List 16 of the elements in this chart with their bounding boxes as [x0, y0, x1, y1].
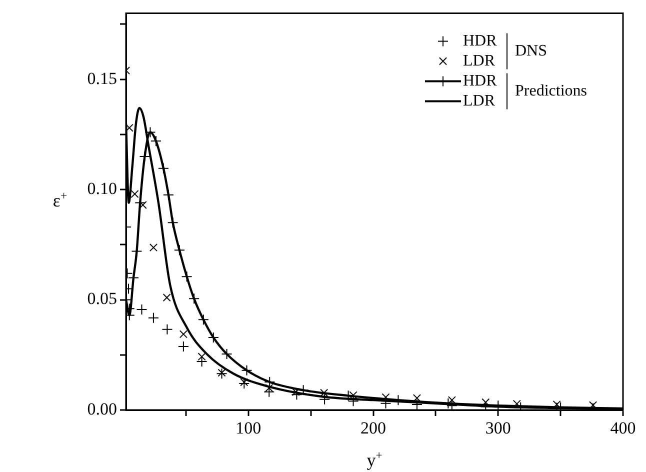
y-tick-label: 0.15	[87, 68, 117, 88]
y-tick-label: 0.05	[87, 289, 117, 308]
legend-label: HDR	[463, 72, 498, 90]
x-tick-label: 400	[610, 418, 636, 438]
x-tick-label: 300	[485, 418, 511, 438]
y-tick-label: 0.00	[87, 399, 117, 418]
legend-label: LDR	[463, 52, 496, 70]
y-tick-label: 0.10	[87, 179, 117, 198]
x-tick-label: 200	[360, 418, 386, 438]
annotation: Predictions	[515, 82, 587, 100]
annotation: DNS	[515, 42, 548, 60]
legend-label: LDR	[463, 92, 496, 110]
legend-label: HDR	[463, 32, 498, 50]
x-axis-title: y+	[366, 448, 383, 470]
x-tick-label: 100	[236, 418, 262, 438]
y-axis-title: ε+	[52, 189, 68, 211]
